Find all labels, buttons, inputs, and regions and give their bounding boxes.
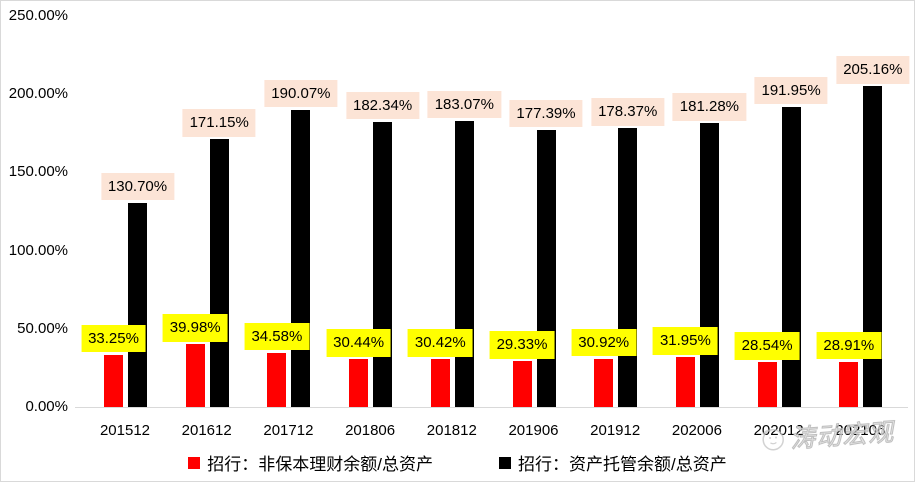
- bar: [373, 121, 393, 407]
- bar: [536, 129, 556, 407]
- bar: [839, 361, 859, 407]
- bar: [757, 362, 777, 407]
- bar: [349, 359, 369, 407]
- legend-item: 招行：资产托管余额/总资产: [499, 450, 727, 475]
- x-axis-category-label: 201806: [345, 422, 396, 439]
- data-label: 31.95%: [652, 327, 718, 355]
- x-axis-category-label: 201712: [263, 422, 314, 439]
- x-axis-category-label: 201906: [508, 422, 559, 439]
- data-label: 130.70%: [100, 172, 175, 201]
- legend-swatch: [188, 456, 201, 469]
- bar: [185, 344, 205, 407]
- bar: [863, 86, 883, 407]
- data-label: 178.37%: [591, 98, 665, 126]
- bar: [430, 359, 450, 407]
- bar: [267, 352, 287, 407]
- data-label: 182.34%: [345, 91, 420, 120]
- data-label: 177.39%: [509, 99, 583, 128]
- y-axis-tick-label: 0.00%: [25, 398, 68, 415]
- data-label: 191.95%: [754, 76, 828, 105]
- data-label: 33.25%: [81, 324, 146, 353]
- bar: [209, 139, 229, 407]
- y-axis-tick-label: 200.00%: [8, 85, 68, 103]
- y-axis-tick-label: 250.00%: [8, 7, 68, 24]
- data-label: 28.54%: [734, 332, 800, 360]
- bar: [618, 128, 638, 407]
- data-label: 183.07%: [427, 90, 501, 119]
- legend-item: 招行：非保本理财余额/总资产: [188, 450, 433, 475]
- bar: [594, 358, 614, 407]
- data-label: 205.16%: [836, 56, 910, 84]
- data-label: 39.98%: [162, 314, 228, 342]
- bar: [291, 109, 311, 407]
- bar: [128, 202, 147, 407]
- legend-swatch: [499, 456, 511, 469]
- x-axis-category-label: 202006: [671, 422, 722, 439]
- data-label: 30.44%: [326, 329, 392, 357]
- x-axis-category-label: 202012: [753, 422, 804, 439]
- bar: [675, 357, 695, 407]
- data-label: 28.91%: [816, 331, 882, 360]
- x-axis-category-label: 201912: [590, 422, 641, 439]
- x-axis-category-label: 201512: [99, 422, 151, 439]
- x-axis-line: [75, 407, 908, 408]
- bar: [512, 361, 532, 407]
- bar: [699, 123, 719, 407]
- bar: [104, 354, 123, 407]
- x-axis-category-label: 201812: [426, 422, 477, 439]
- legend: 招行：非保本理财余额/总资产 招行：资产托管余额/总资产: [1, 450, 914, 475]
- legend-label: 招行：非保本理财余额/总资产: [207, 455, 433, 474]
- data-label: 34.58%: [244, 322, 310, 351]
- bar: [454, 120, 474, 407]
- data-label: 181.28%: [672, 93, 746, 121]
- y-axis-tick-label: 150.00%: [8, 163, 68, 181]
- data-label: 30.42%: [407, 329, 473, 357]
- y-axis-tick-label: 100.00%: [8, 241, 68, 259]
- x-axis-category-label: 202106: [835, 422, 886, 439]
- legend-label: 招行：资产托管余额/总资产: [518, 455, 727, 474]
- bar: [781, 106, 801, 407]
- data-label: 171.15%: [182, 109, 256, 137]
- data-label: 190.07%: [264, 79, 338, 108]
- data-label: 30.92%: [571, 328, 637, 357]
- data-label: 29.33%: [489, 331, 555, 359]
- x-axis-category-label: 201612: [181, 422, 232, 439]
- y-axis-tick-label: 50.00%: [17, 319, 68, 337]
